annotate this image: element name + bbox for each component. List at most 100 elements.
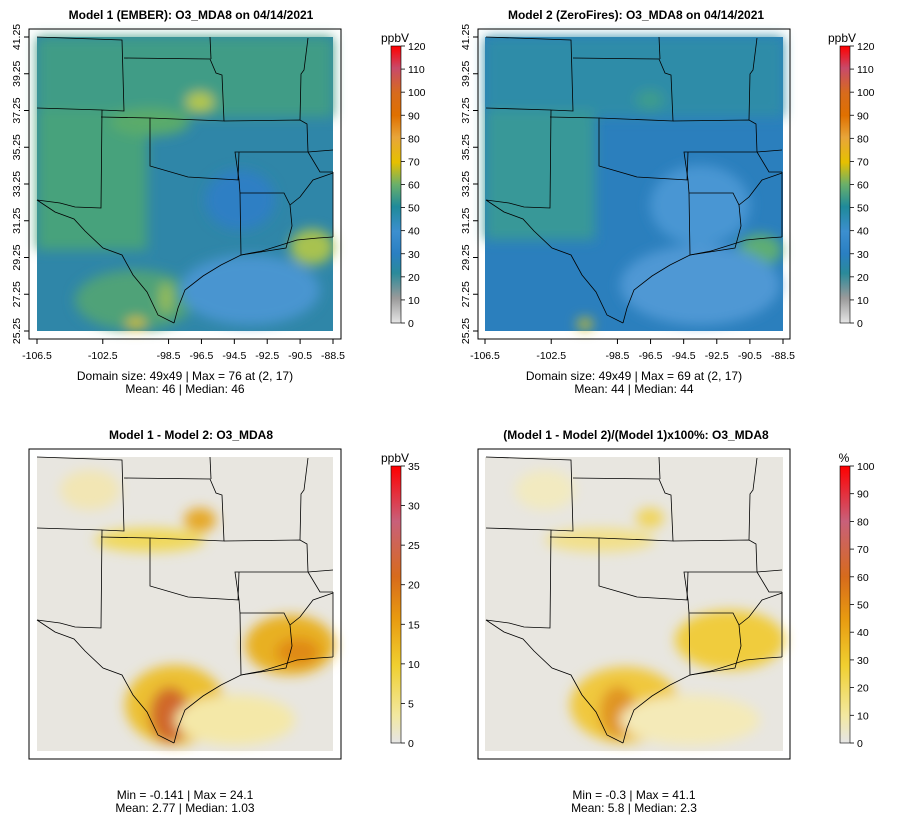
panel-1-title: Model 1 (EMBER): O3_MDA8 on 04/14/2021 xyxy=(69,8,314,22)
panel-1-colorbar-ticks: 0 10 20 30 40 50 60 70 80 90 100 110 120 xyxy=(401,41,426,330)
colorbar-tick-label: 30 xyxy=(857,249,869,261)
y-tick-label: 25.25 xyxy=(460,318,472,344)
colorbar-tick-label: 80 xyxy=(408,133,420,145)
panel-1-stats-line-1: Domain size: 49x49 | Max = 76 at (2, 17) xyxy=(77,369,293,383)
colorbar-tick-label: 100 xyxy=(857,461,875,473)
panel-2-y-axis: 25.25 27.25 29.25 31.25 33.25 35.25 37.25 39.25… xyxy=(460,24,479,344)
panel-4-map xyxy=(477,448,791,760)
colorbar-tick-label: 50 xyxy=(408,203,420,215)
x-tick-label: -96.5 xyxy=(639,350,663,362)
panel-1-x-axis: -106.5 -102.5 -98.5 -96.5 -94.5 -92.5 -90.5 -88… xyxy=(22,338,345,362)
panel-4-blob-oklahoma xyxy=(545,528,655,552)
x-tick-label: -92.5 xyxy=(705,350,729,362)
x-tick-label: -88.5 xyxy=(771,350,795,362)
x-tick-label: -106.5 xyxy=(470,350,500,362)
x-tick-label: -106.5 xyxy=(22,350,52,362)
y-tick-label: 27.25 xyxy=(11,281,23,307)
panel-1-y-axis: 25.25 27.25 29.25 31.25 33.25 35.25 37.25 39.25… xyxy=(11,24,30,344)
panel-4-blob-gulf xyxy=(620,695,760,745)
colorbar-tick-label: 0 xyxy=(857,318,863,330)
panel-2-heatmap xyxy=(485,37,783,331)
panel-3-title: Model 1 - Model 2: O3_MDA8 xyxy=(109,428,273,442)
panel-3-blob-gulf xyxy=(175,695,295,745)
panel-2-blob-texas-east xyxy=(650,165,750,245)
x-tick-label: -92.5 xyxy=(255,350,279,362)
y-tick-label: 41.25 xyxy=(11,24,23,50)
y-tick-label: 37.25 xyxy=(11,97,23,123)
colorbar-tick-label: 0 xyxy=(408,738,414,750)
panel-4-colorbar: % 0 10 20 30 40 50 60 70 80 90 100 xyxy=(839,451,875,750)
colorbar-tick-label: 100 xyxy=(857,87,875,99)
panel-1-blob-kansas xyxy=(186,92,214,112)
panel-1-map xyxy=(28,28,342,340)
panel-3-map xyxy=(28,448,342,760)
colorbar-tick-label: 20 xyxy=(408,272,420,284)
colorbar-tick-label: 10 xyxy=(408,295,420,307)
colorbar-tick-label: 80 xyxy=(857,516,869,528)
x-tick-label: -96.5 xyxy=(189,350,213,362)
panel-2-x-ticks: -106.5 -102.5 -98.5 -96.5 -94.5 -92.5 -90.5 -88… xyxy=(470,339,795,362)
colorbar-tick-label: 20 xyxy=(857,683,869,695)
colorbar-tick-label: 10 xyxy=(857,295,869,307)
colorbar-tick-label: 20 xyxy=(857,272,869,284)
panel-2-colorbar-ticks: 0 10 20 30 40 50 60 70 80 90 100 110 120 xyxy=(850,41,875,330)
panel-3-colorbar: ppbV 0 5 10 15 20 25 30 35 xyxy=(381,451,420,750)
y-tick-label: 25.25 xyxy=(11,318,23,344)
colorbar-tick-label: 120 xyxy=(408,41,426,53)
panel-1-colorbar: ppbV 0 10 20 30 40 50 60 70 80 90 100 110 120 xyxy=(381,31,426,330)
panel-2-blob-gulf xyxy=(620,245,780,325)
panel-4-heatmap xyxy=(485,457,785,751)
panel-1-blob-north xyxy=(37,37,333,117)
colorbar-tick-label: 90 xyxy=(857,489,869,501)
panel-1-blob-sw xyxy=(126,318,146,330)
panel-2-stats-line-1: Domain size: 49x49 | Max = 69 at (2, 17) xyxy=(526,369,742,383)
panel-2-blob-sw xyxy=(577,318,593,330)
y-tick-label: 35.25 xyxy=(460,134,472,160)
colorbar-tick-label: 60 xyxy=(857,572,869,584)
panel-4-blob-north xyxy=(515,470,575,510)
panel-4-colorbar-ticks: 0 10 20 30 40 50 60 70 80 90 100 xyxy=(850,461,875,750)
panel-3-state-borders xyxy=(36,456,334,744)
colorbar-tick-label: 40 xyxy=(857,226,869,238)
colorbar-tick-label: 80 xyxy=(857,133,869,145)
colorbar-tick-label: 20 xyxy=(408,580,420,592)
colorbar-tick-label: 50 xyxy=(857,203,869,215)
y-tick-label: 29.25 xyxy=(460,244,472,270)
panel-4-stats-line-2: Mean: 5.8 | Median: 2.3 xyxy=(571,801,697,815)
colorbar-tick-label: 70 xyxy=(857,544,869,556)
colorbar-tick-label: 90 xyxy=(408,110,420,122)
y-tick-label: 29.25 xyxy=(11,244,23,270)
panel-2-colorbar-unit: ppbV xyxy=(828,31,856,45)
x-tick-label: -90.5 xyxy=(288,350,312,362)
y-tick-label: 35.25 xyxy=(11,134,23,160)
colorbar-tick-label: 60 xyxy=(408,180,420,192)
panel-3-heatmap xyxy=(37,457,335,751)
panel-3: Model 1 - Model 2: O3_MDA8 xyxy=(28,428,420,815)
y-tick-label: 39.25 xyxy=(11,60,23,86)
panel-3-plot-frame xyxy=(28,448,342,760)
panel-4-colorbar-unit: % xyxy=(839,451,850,465)
colorbar-tick-label: 10 xyxy=(408,659,420,671)
panel-3-blob-north xyxy=(60,470,120,510)
panel-4: (Model 1 - Model 2)/(Model 1)x100%: O3_M… xyxy=(477,428,875,815)
panel-4-blob-kansas xyxy=(636,508,664,528)
colorbar-tick-label: 100 xyxy=(408,87,426,99)
colorbar-tick-label: 15 xyxy=(408,619,420,631)
colorbar-tick-label: 120 xyxy=(857,41,875,53)
colorbar-tick-label: 50 xyxy=(857,600,869,612)
y-tick-label: 31.25 xyxy=(460,207,472,233)
colorbar-tick-label: 110 xyxy=(408,64,425,76)
panel-4-blob-east xyxy=(675,610,785,670)
panel-4-state-borders xyxy=(485,456,783,744)
colorbar-tick-label: 10 xyxy=(857,710,869,722)
panel-2-title: Model 2 (ZeroFires): O3_MDA8 on 04/14/20… xyxy=(508,8,764,22)
colorbar-tick-label: 90 xyxy=(857,110,869,122)
panel-2-blob-west xyxy=(485,110,595,240)
panel-4-stats-line-1: Min = -0.3 | Max = 41.1 xyxy=(572,788,696,802)
y-tick-label: 37.25 xyxy=(460,97,472,123)
x-tick-label: -88.5 xyxy=(321,350,345,362)
panel-3-blob-kansas xyxy=(184,508,216,532)
y-tick-label: 41.25 xyxy=(460,24,472,50)
colorbar-tick-label: 35 xyxy=(408,461,420,473)
